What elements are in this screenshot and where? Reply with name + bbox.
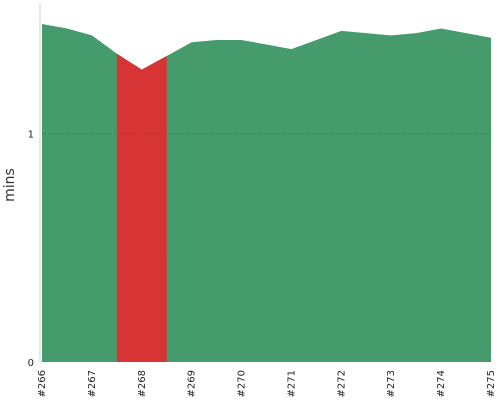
x-tick-label: #275 (486, 370, 497, 397)
y-tick-label: 0 (28, 358, 34, 369)
x-tick-label: #268 (137, 370, 148, 397)
x-tick-label: #274 (436, 370, 447, 397)
y-axis-title: mins (2, 168, 18, 202)
x-tick-label: #270 (237, 370, 248, 397)
y-tick-labels: 01 (28, 130, 34, 369)
x-tick-label: #271 (286, 370, 297, 397)
x-tick-labels: #266 #267 #268 #269 #270 #271 #272 #273 #274 #275 (37, 370, 497, 397)
x-tick-label: #273 (386, 370, 397, 397)
area-series-group (42, 23, 491, 363)
y-tick-label: 1 (28, 130, 34, 141)
x-tick-label: #266 (37, 370, 48, 397)
area-fill (42, 23, 491, 363)
highlight-area (116, 53, 167, 363)
x-tick-label: #267 (87, 370, 98, 397)
x-tick-label: #272 (336, 370, 347, 397)
x-tick-label: #269 (187, 370, 198, 397)
